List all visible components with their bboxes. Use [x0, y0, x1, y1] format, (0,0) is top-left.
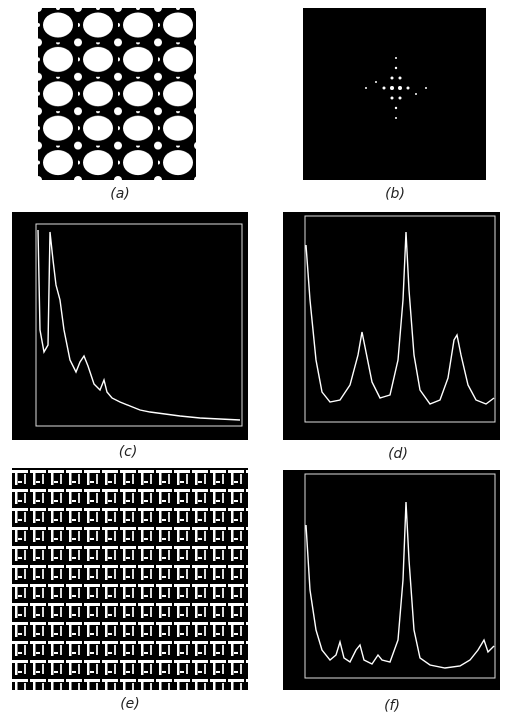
panel-label: (c)	[119, 444, 138, 460]
image-b	[303, 8, 486, 180]
plot-curve	[37, 229, 241, 421]
image-a	[38, 8, 196, 180]
plot-frame	[304, 215, 496, 423]
panel-label: (b)	[385, 186, 405, 202]
spectrum-dots	[365, 57, 427, 119]
image-f	[283, 470, 500, 690]
image-e	[12, 468, 248, 690]
panel-label: (f)	[384, 698, 400, 714]
panel-label: (e)	[120, 696, 140, 712]
plot-frame	[304, 473, 496, 679]
plot-curve	[305, 501, 495, 669]
panel-label: (d)	[388, 446, 408, 462]
plot-frame	[35, 223, 243, 427]
plot-curve	[305, 231, 495, 405]
image-d	[283, 212, 500, 440]
panel-label: (a)	[110, 186, 130, 202]
